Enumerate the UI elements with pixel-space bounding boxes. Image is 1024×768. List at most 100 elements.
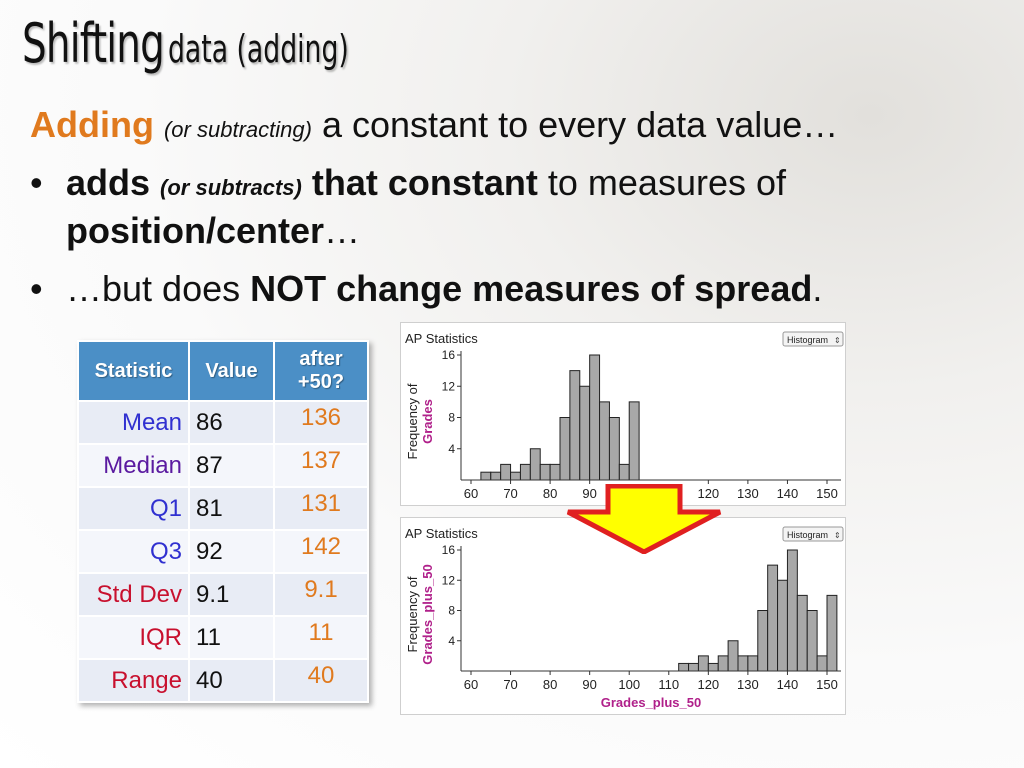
x-tick-label: 60: [464, 486, 478, 501]
histogram-bar: [579, 385, 591, 481]
x-tick-label: 130: [737, 486, 759, 501]
histogram-bar: [777, 579, 788, 672]
x-tick-label: 90: [582, 677, 596, 692]
histogram-grades: AP Statistics Histogram ⇕ Frequency ofGrade…: [400, 322, 846, 506]
arrow-shape: [566, 484, 722, 554]
x-tick-label: 60: [464, 677, 478, 692]
histogram-bar: [490, 471, 502, 481]
x-tick-label: 130: [737, 677, 759, 692]
histogram-bar: [599, 401, 610, 481]
y-tick-label: 12: [442, 573, 456, 587]
y-axis-label: Frequency ofGrades_plus_50: [405, 564, 435, 664]
histogram-bar: [529, 448, 541, 481]
stat-value: 92: [188, 529, 275, 574]
histogram-bar: [510, 471, 521, 481]
dropdown-arrow-icon: ⇕: [834, 336, 841, 345]
y-axis-label-line2: Grades: [420, 399, 435, 444]
bullet2-pre: …but does: [66, 268, 241, 309]
bullet1-tail: …: [324, 210, 361, 251]
dropdown-label: Histogram: [787, 530, 828, 540]
stat-value: 86: [188, 400, 275, 445]
histogram-bar: [767, 564, 779, 672]
bullet-spread: • …but does NOT change measures of spread…: [30, 268, 822, 310]
stat-value: 87: [188, 443, 275, 488]
histogram-bar: [628, 401, 640, 481]
title-main: Shifting: [22, 12, 165, 75]
histogram-bar: [796, 594, 808, 672]
histogram-bar: [519, 463, 531, 481]
intro-line: Adding (or subtracting) a constant to ev…: [30, 104, 838, 146]
table-body: Mean 86 136 Median 87 137 Q1 81 131 Q3 92 142 Std De…: [77, 400, 369, 703]
x-axis-label: Grades_plus_50: [601, 695, 701, 710]
table-row: Range 40 40: [77, 658, 369, 703]
bullet-glyph: •: [30, 268, 43, 309]
table-row: Q1 81 131: [77, 486, 369, 531]
stat-name: Std Dev: [77, 572, 190, 617]
chart-title: AP Statistics: [405, 331, 478, 346]
histogram-bar: [707, 662, 719, 672]
x-tick-label: 120: [697, 486, 719, 501]
dropdown-label: Histogram: [787, 335, 828, 345]
bullet1-rest: to measures of: [547, 162, 787, 203]
bullet1-position-center: position/center: [66, 210, 325, 251]
stat-after: 9.1: [273, 572, 369, 617]
histogram-bar: [786, 549, 798, 672]
x-tick-label: 110: [658, 677, 679, 692]
dropdown-arrow-icon: ⇕: [834, 531, 841, 540]
histogram-bar: [678, 662, 690, 672]
histogram-bar: [559, 417, 571, 481]
table-row: IQR 11 11: [77, 615, 369, 660]
x-tick-label: 80: [543, 486, 557, 501]
y-tick-label: 16: [442, 543, 456, 557]
table-row: Mean 86 136: [77, 400, 369, 445]
down-arrow-icon: [566, 484, 722, 554]
y-tick-label: 8: [448, 604, 455, 618]
histogram-bar: [569, 370, 581, 481]
histogram-bar: [688, 662, 699, 672]
histogram-grades-plus-50: AP Statistics Histogram ⇕ Frequency ofGrade…: [400, 517, 846, 715]
table-row: Std Dev 9.1 9.1: [77, 572, 369, 617]
histogram-bar: [826, 594, 838, 672]
histogram-bar: [480, 471, 492, 481]
y-tick-label: 4: [448, 442, 455, 456]
stat-after: 40: [273, 658, 369, 703]
histogram-bar: [747, 655, 759, 672]
histogram-bar: [589, 354, 601, 481]
title-rest: data (adding): [168, 27, 349, 71]
y-tick-label: 12: [442, 379, 456, 393]
slide-title: Shifting data (adding): [22, 12, 400, 75]
intro-rest: a constant to every data value…: [321, 104, 839, 145]
histogram-bar: [757, 610, 769, 672]
stat-name: Q1: [77, 486, 190, 531]
histogram-bar: [717, 655, 729, 672]
histogram-bar: [737, 655, 749, 672]
stat-after: 142: [273, 529, 369, 574]
stat-value: 9.1: [188, 572, 275, 617]
header-statistic: Statistic: [77, 340, 190, 402]
intro-paren: (or subtracting): [163, 117, 312, 142]
x-tick-label: 70: [503, 677, 517, 692]
header-after-line: +50?: [297, 371, 345, 393]
stat-name: Range: [77, 658, 190, 703]
x-tick-label: 100: [618, 677, 640, 692]
histogram-bar: [500, 463, 512, 481]
x-tick-label: 90: [582, 486, 596, 501]
chart-title: AP Statistics: [405, 526, 478, 541]
statistics-table: Statistic Value after +50? Mean 86 136 Media…: [77, 340, 369, 703]
y-tick-label: 16: [442, 348, 456, 362]
stat-value: 40: [188, 658, 275, 703]
x-tick-label: 150: [816, 486, 838, 501]
y-axis-label-line1: Frequency of: [405, 383, 420, 459]
bullet1-adds: adds: [66, 162, 151, 203]
table-header-row: Statistic Value after +50?: [77, 340, 369, 402]
bullet1-line2: position/center…: [66, 210, 360, 252]
stat-name: Q3: [77, 529, 190, 574]
histogram-bar: [608, 417, 620, 481]
stat-after: 137: [273, 443, 369, 488]
y-axis-label-line2: Grades_plus_50: [420, 564, 435, 664]
header-after-line: after: [299, 348, 343, 370]
y-axis-label: Frequency ofGrades: [405, 383, 435, 459]
stat-name: IQR: [77, 615, 190, 660]
stat-after: 136: [273, 400, 369, 445]
histogram-bar: [727, 640, 739, 672]
